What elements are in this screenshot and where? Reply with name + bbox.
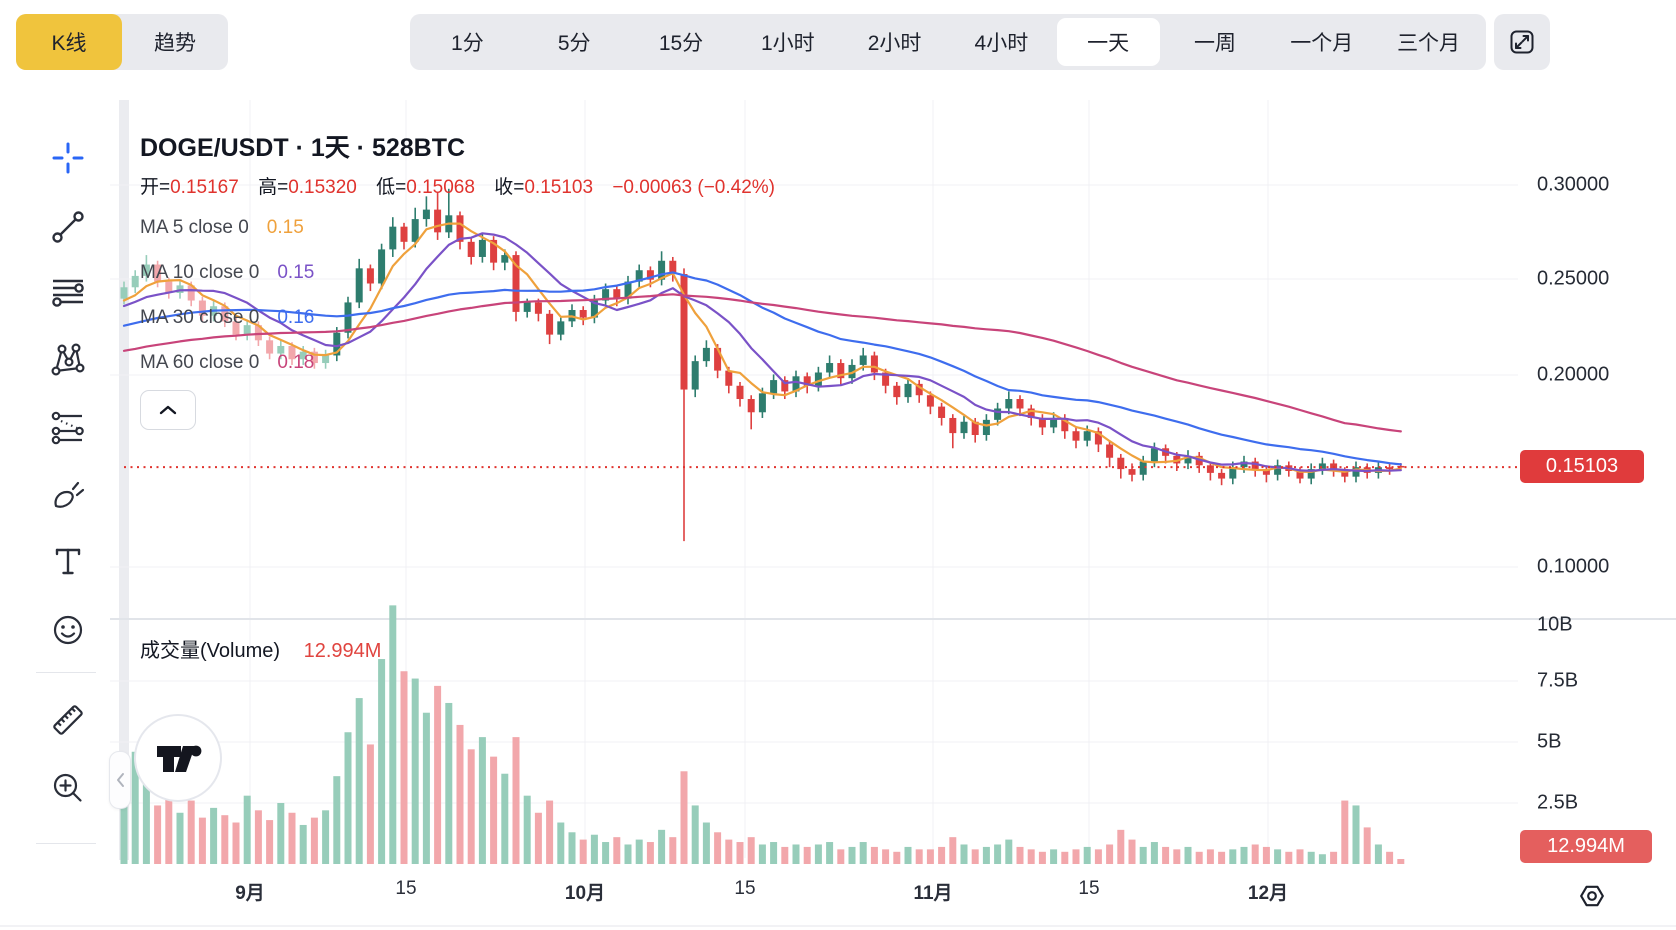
close-label: 收= <box>494 177 525 198</box>
timeframe-button-三个月[interactable]: 三个月 <box>1397 32 1461 55</box>
chevron-left-icon <box>114 771 126 789</box>
chevron-up-icon <box>158 404 178 416</box>
xabcd-pattern-icon <box>48 340 88 380</box>
timeframe-button-一周[interactable]: 一周 <box>1193 32 1236 55</box>
kline-button[interactable]: K线 <box>16 14 122 70</box>
price-axis-label: 0.25000 <box>1537 267 1610 290</box>
xabcd-pattern-tool-button[interactable] <box>44 336 92 384</box>
high-value: 0.15320 <box>288 177 357 198</box>
chart-type-switcher: K线 趋势 <box>16 14 228 70</box>
text-tool-button[interactable] <box>44 538 92 586</box>
trend-line-icon <box>48 207 88 247</box>
volume-axis-label: 7.5B <box>1537 669 1579 692</box>
horizontal-lines-icon <box>48 273 88 313</box>
settings-gear-icon <box>1572 876 1612 916</box>
low-label: 低= <box>376 177 407 198</box>
volume-axis-label: 2.5B <box>1537 791 1579 814</box>
zoom-in-tool-button[interactable] <box>44 764 92 812</box>
time-axis-label-12月: 12月 <box>1247 883 1289 904</box>
volume-axis-label: 10B <box>1537 613 1573 636</box>
high-label: 高= <box>258 177 289 198</box>
time-axis-label-11月: 11月 <box>913 883 953 904</box>
current-volume-badge: 12.994M <box>1520 830 1652 863</box>
toolbar-collapse-tab[interactable] <box>109 751 131 809</box>
price-axis-label: 0.20000 <box>1537 363 1610 386</box>
collapse-indicators-button[interactable] <box>140 390 196 430</box>
brush-tool-button[interactable] <box>44 471 92 519</box>
timeframe-button-5分[interactable]: 5分 <box>557 32 591 55</box>
ma10-label: MA 10 close 0 <box>140 262 260 283</box>
ma5-row: MA 5 close 0 0.15 <box>140 217 304 239</box>
open-value: 0.15167 <box>170 177 239 198</box>
low-value: 0.15068 <box>406 177 475 198</box>
price-axis-label: 0.30000 <box>1537 173 1610 196</box>
time-axis-label-10月: 10月 <box>564 883 606 904</box>
volume-label: 成交量(Volume) <box>140 640 281 662</box>
time-axis-label-15: 15 <box>395 878 417 899</box>
ohlc-readout: 开=0.15167 高=0.15320 低=0.15068 收=0.15103 … <box>140 172 775 199</box>
emoji-icon <box>48 610 88 650</box>
crosshair-icon <box>48 138 88 178</box>
ma60-row: MA 60 close 0 0.18 <box>140 352 314 374</box>
settings-button[interactable] <box>1566 870 1618 922</box>
ma5-label: MA 5 close 0 <box>140 217 249 238</box>
volume-axis-label: 5B <box>1537 730 1562 753</box>
text-icon <box>48 542 88 582</box>
timeframe-button-一个月[interactable]: 一个月 <box>1290 32 1354 55</box>
chart-title: DOGE/USDT · 1天 · 528BTC <box>140 134 466 162</box>
expand-icon <box>1508 28 1536 56</box>
timeframe-button-2小时[interactable]: 2小时 <box>867 32 922 55</box>
trend-button[interactable]: 趋势 <box>154 32 196 55</box>
last-price-badge: 0.15103 <box>1520 450 1644 483</box>
time-axis-label-9月: 9月 <box>235 883 265 904</box>
projection-tool-button[interactable] <box>44 404 92 452</box>
timeframe-button-1分[interactable]: 1分 <box>451 32 484 55</box>
ruler-tool-button[interactable] <box>44 696 92 744</box>
time-axis-label-15: 15 <box>1078 878 1100 899</box>
ma10-row: MA 10 close 0 0.15 <box>140 262 314 284</box>
sidebar-divider <box>36 843 96 844</box>
ruler-icon <box>48 700 88 740</box>
ma30-row: MA 30 close 0 0.16 <box>140 307 314 329</box>
timeframe-button-4小时[interactable]: 4小时 <box>974 32 1029 55</box>
magnifier-plus-icon <box>48 768 88 808</box>
ma60-value: 0.18 <box>277 352 315 373</box>
timeframe-bar: 1分 5分 15分 1小时 2小时 4小时 一天 一周 一个月 三个月 <box>410 14 1486 70</box>
timeframe-button-1小时[interactable]: 1小时 <box>760 32 815 55</box>
brush-icon <box>48 475 88 515</box>
tradingview-watermark <box>133 713 223 803</box>
crosshair-tool-button[interactable] <box>44 134 92 182</box>
projection-icon <box>48 408 88 448</box>
time-axis-label-15: 15 <box>734 878 756 899</box>
ma5-value: 0.15 <box>266 217 304 238</box>
sidebar-divider <box>36 672 96 673</box>
trendline-tool-button[interactable] <box>44 203 92 251</box>
timeframe-button-15分[interactable]: 15分 <box>658 32 704 55</box>
horizontal-lines-tool-button[interactable] <box>44 269 92 317</box>
close-value: 0.15103 <box>524 177 594 198</box>
change-value: −0.00063 (−0.42%) <box>612 177 775 198</box>
fullscreen-button[interactable] <box>1494 14 1550 70</box>
timeframe-button-一天[interactable]: 一天 <box>1056 18 1160 66</box>
open-label: 开= <box>140 177 171 198</box>
ma60-label: MA 60 close 0 <box>140 352 260 373</box>
ma10-value: 0.15 <box>277 262 315 283</box>
ma30-label: MA 30 close 0 <box>140 307 260 328</box>
ma30-value: 0.16 <box>277 307 315 328</box>
emoji-tool-button[interactable] <box>44 606 92 654</box>
volume-value: 12.994M <box>303 640 382 662</box>
price-axis-label: 0.10000 <box>1537 555 1610 578</box>
volume-readout: 成交量(Volume) 12.994M <box>140 634 381 663</box>
